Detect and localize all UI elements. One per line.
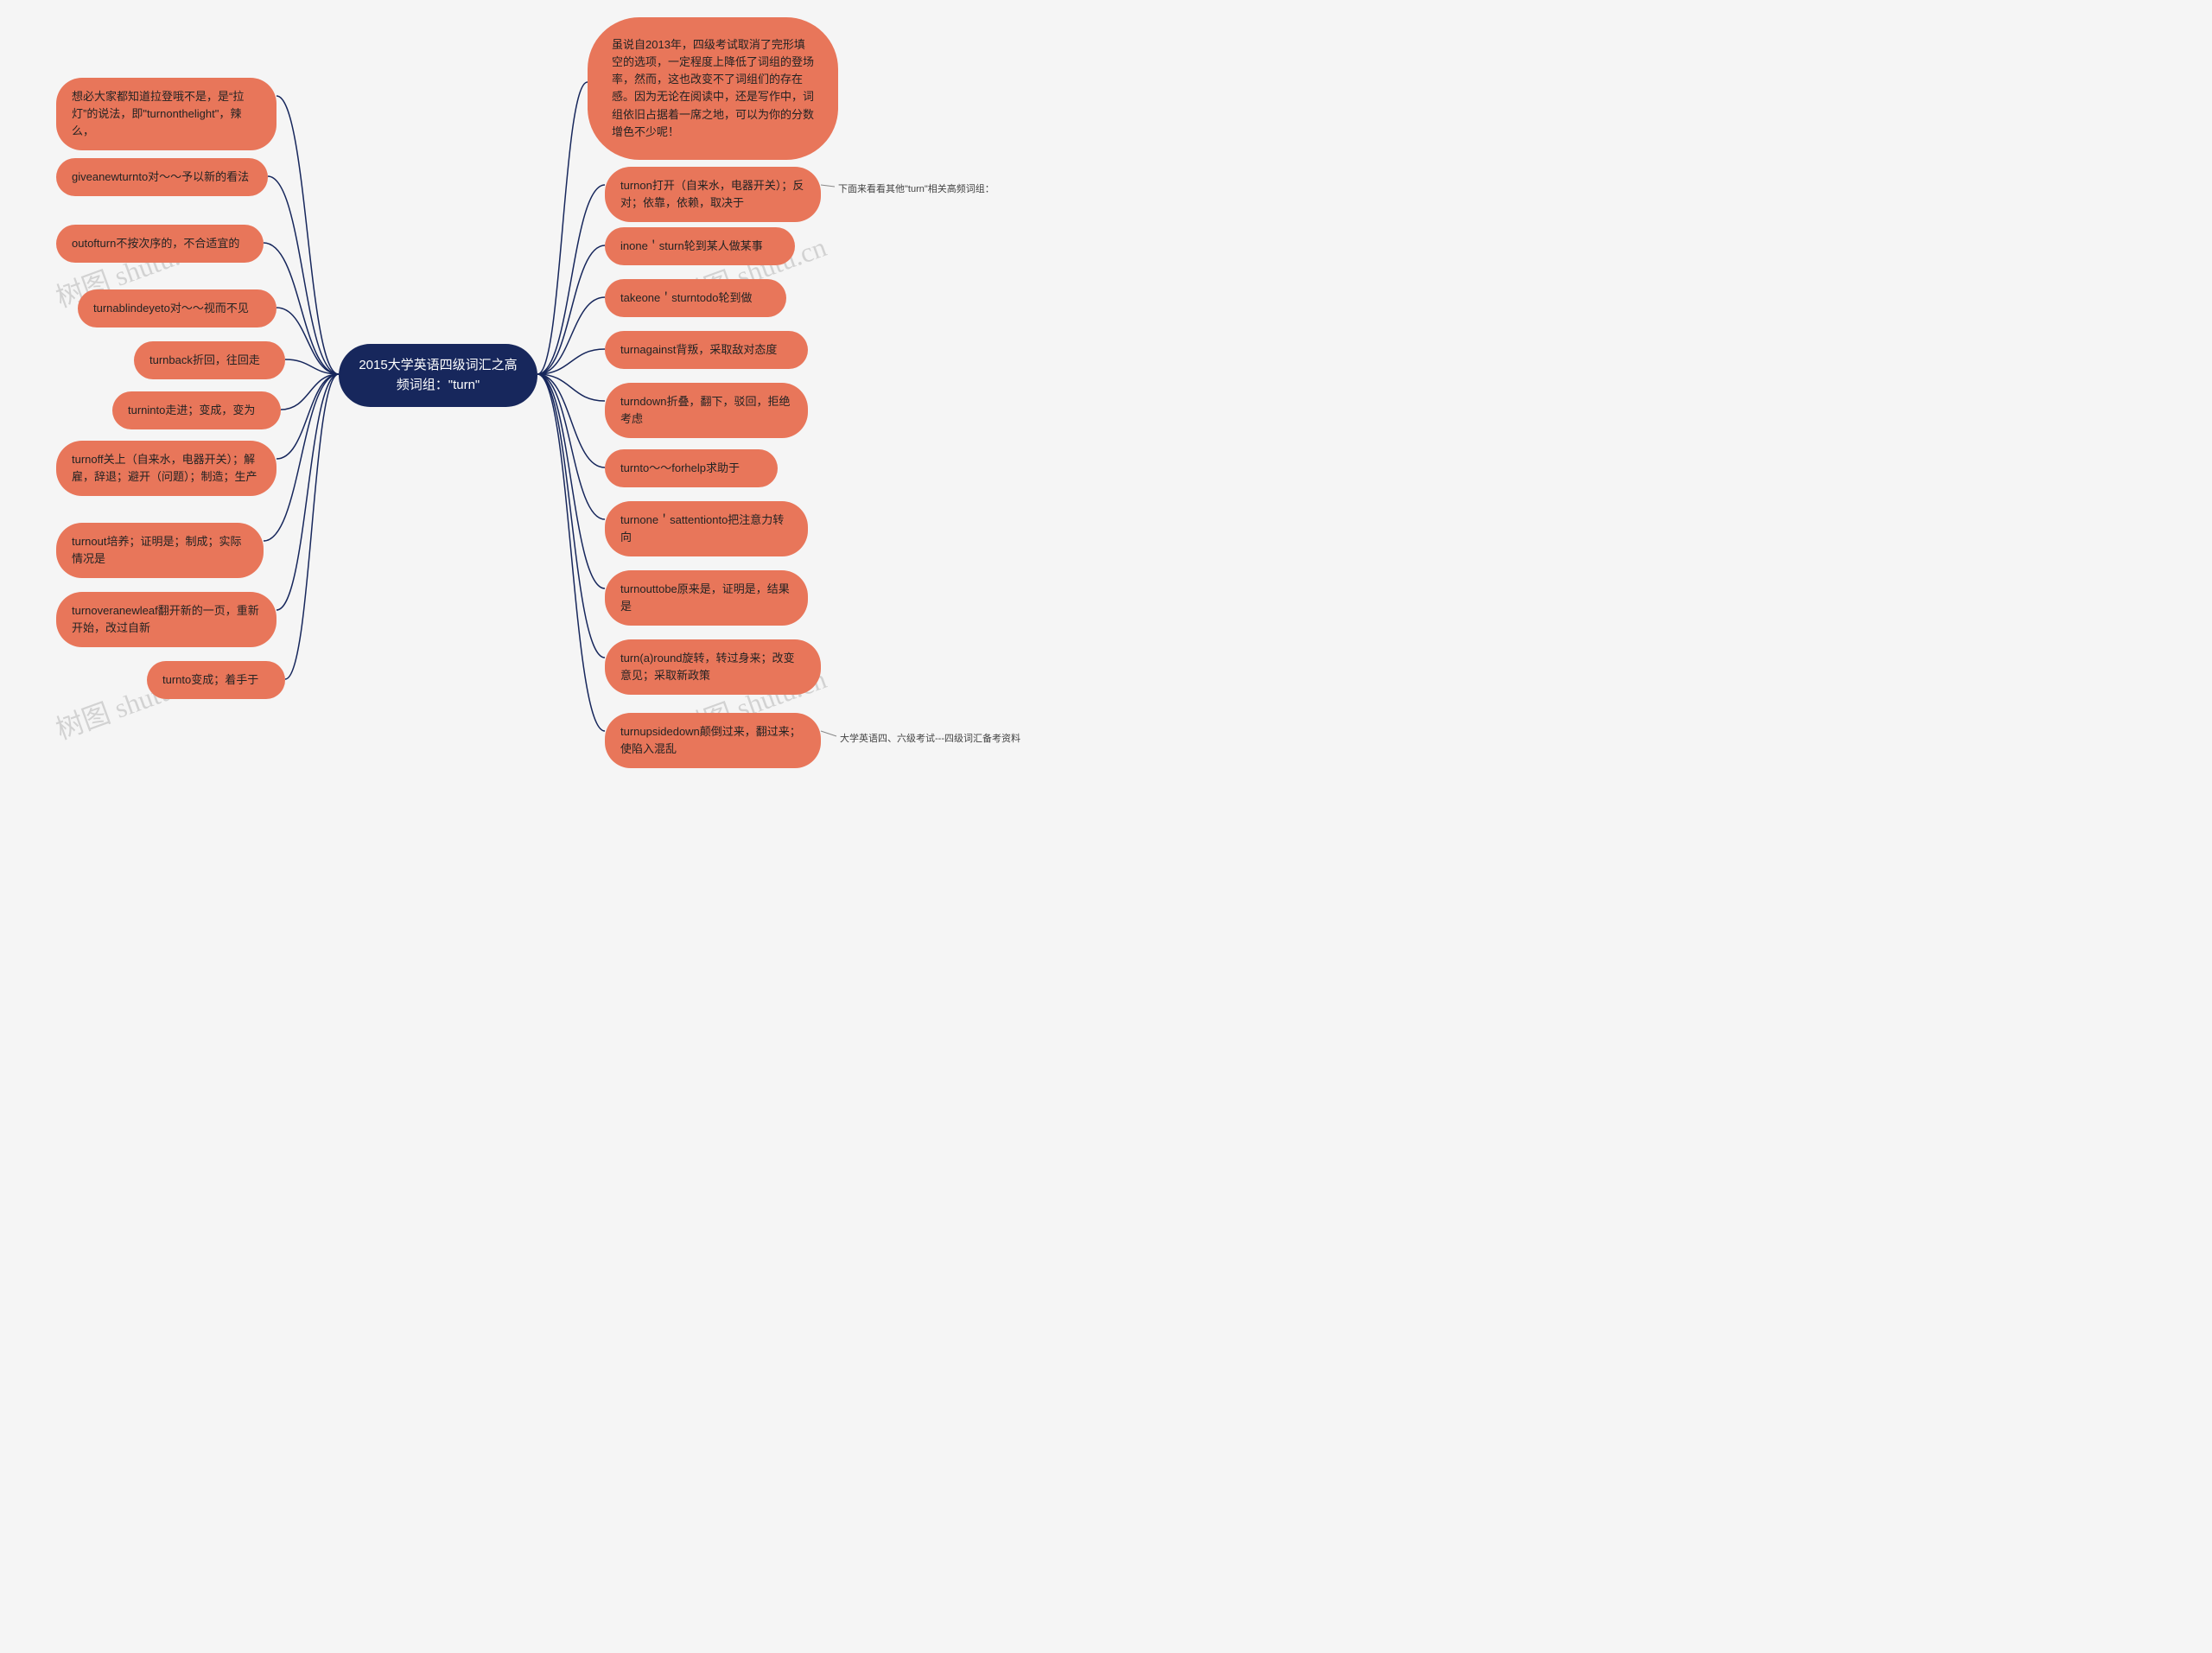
connector-r10 [537,374,605,731]
connector-l5 [281,374,339,410]
note-r10: 大学英语四、六级考试---四级词汇备考资料 [840,731,1020,745]
branch-r2[interactable]: inone＇sturn轮到某人做某事 [605,227,795,265]
connector-r1 [537,185,605,374]
branch-r1[interactable]: turnon打开（自来水，电器开关）；反对；依靠，依赖，取决于 [605,167,821,222]
note-line-r1 [821,185,835,187]
center-topic[interactable]: 2015大学英语四级词汇之高频词组："turn" [339,344,537,407]
branch-l6[interactable]: turnoff关上（自来水，电器开关）；解雇，辞退；避开（问题）；制造；生产 [56,441,276,496]
connector-r7 [537,374,605,519]
branch-l1[interactable]: giveanewturnto对～～予以新的看法 [56,158,268,196]
branch-r10[interactable]: turnupsidedown颠倒过来，翻过来；使陷入混乱 [605,713,821,768]
connector-l0 [276,96,339,374]
connector-l9 [285,374,339,679]
note-line-r10 [821,731,836,736]
branch-l2[interactable]: outofturn不按次序的，不合适宜的 [56,225,264,263]
branch-l8[interactable]: turnoveranewleaf翻开新的一页，重新开始，改过自新 [56,592,276,647]
branch-l0[interactable]: 想必大家都知道拉登哦不是，是“拉灯”的说法，即"turnonthelight"，… [56,78,276,150]
branch-l3[interactable]: turnablindeyeto对～～视而不见 [78,289,276,327]
connector-r9 [537,374,605,658]
branch-r8[interactable]: turnouttobe原来是，证明是，结果是 [605,570,808,626]
branch-r0[interactable]: 虽说自2013年，四级考试取消了完形填空的选项，一定程度上降低了词组的登场率，然… [588,17,838,160]
branch-r5[interactable]: turndown折叠，翻下，驳回，拒绝考虑 [605,383,808,438]
branch-r9[interactable]: turn(a)round旋转，转过身来；改变意见；采取新政策 [605,639,821,695]
connector-l1 [268,176,339,374]
connector-r0 [537,82,588,374]
branch-l4[interactable]: turnback折回，往回走 [134,341,285,379]
branch-r4[interactable]: turnagainst背叛，采取敌对态度 [605,331,808,369]
branch-r7[interactable]: turnone＇sattentionto把注意力转向 [605,501,808,556]
branch-l9[interactable]: turnto变成；着手于 [147,661,285,699]
connector-l6 [276,374,339,459]
branch-r3[interactable]: takeone＇sturntodo轮到做 [605,279,786,317]
branch-l7[interactable]: turnout培养；证明是；制成；实际情况是 [56,523,264,578]
branch-r6[interactable]: turnto～～forhelp求助于 [605,449,778,487]
branch-l5[interactable]: turninto走进；变成，变为 [112,391,281,429]
note-r1: 下面来看看其他"turn"相关高频词组： [838,181,995,195]
